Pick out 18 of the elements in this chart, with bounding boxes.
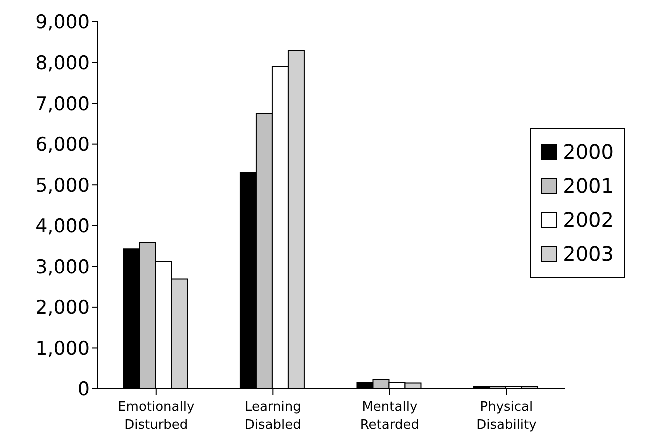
x-tick-label: Learning Disabled [244, 400, 302, 433]
legend-label: 2003 [563, 242, 614, 266]
y-tick-label: 7,000 [36, 93, 90, 116]
y-tick-label: 5,000 [36, 174, 90, 197]
y-tick-label: 1,000 [36, 338, 90, 360]
y-tick-label: 0 [78, 378, 90, 401]
legend-label: 2000 [563, 140, 614, 164]
y-tick-label: 2,000 [36, 297, 90, 320]
legend-label: 2001 [563, 174, 614, 198]
y-tick-label: 9,000 [36, 12, 90, 34]
y-tick-label: 3,000 [36, 256, 90, 278]
legend-label: 2002 [563, 208, 614, 232]
y-tick-label: 8,000 [36, 52, 90, 75]
y-tick-label: 6,000 [36, 134, 90, 156]
x-tick-label: Emotionally Disturbed [118, 400, 195, 433]
y-tick-label: 4,000 [36, 216, 90, 238]
x-tick-label: Physical Disability [476, 400, 538, 433]
x-tick-label: Mentally Retarded [360, 400, 420, 433]
